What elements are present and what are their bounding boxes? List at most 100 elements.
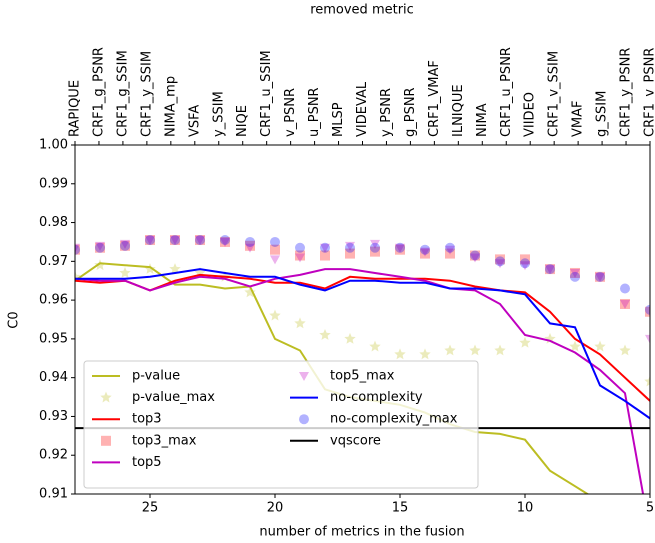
top-tick-label: ILNIQUE <box>451 84 466 137</box>
series-line <box>75 268 645 494</box>
circle-marker <box>420 244 430 255</box>
star-marker <box>144 263 156 274</box>
circle-marker <box>170 235 180 246</box>
star-marker <box>444 344 456 356</box>
legend-box <box>83 360 479 489</box>
series-line <box>75 268 650 420</box>
square-marker <box>75 244 80 255</box>
star-marker <box>494 344 506 356</box>
square-marker <box>520 254 530 265</box>
square-marker <box>470 250 480 261</box>
square-marker <box>295 250 305 261</box>
top-tick-label: VIIDEO <box>523 92 538 137</box>
star-marker <box>294 317 306 329</box>
top-tick-label: CRF1_y_PSNR <box>619 48 634 137</box>
star-marker <box>344 332 356 344</box>
top-tick-label: u_PSNR <box>307 87 322 137</box>
circle-marker <box>545 264 555 275</box>
triangle-marker <box>620 299 630 309</box>
top-tick-label: RAPIQUE <box>68 80 83 137</box>
square-marker <box>395 244 405 255</box>
circle-marker <box>195 235 205 246</box>
legend-label: no-complexity_max <box>330 412 458 427</box>
top-axis-label: removed metric <box>310 3 414 18</box>
top-tick-label: NIMA_mp <box>163 76 178 137</box>
triangle-marker <box>220 237 230 247</box>
circle-marker <box>470 250 480 261</box>
square-marker <box>545 264 555 275</box>
top-tick-label: VSFA <box>187 105 202 137</box>
triangle-marker <box>75 243 80 253</box>
star-marker <box>619 344 631 356</box>
star-marker <box>394 348 406 360</box>
y-tick-label: 0.97 <box>39 254 68 269</box>
legend-label: p-value_max <box>132 390 215 405</box>
triangle-marker <box>445 245 455 255</box>
square-marker <box>595 271 605 282</box>
top-tick-label: NIQE <box>235 105 250 137</box>
triangle-marker <box>495 259 505 269</box>
triangle-marker <box>320 243 330 253</box>
triangle-marker <box>145 236 155 246</box>
star-marker <box>119 267 131 278</box>
triangle-marker <box>299 372 309 381</box>
y-tick-label: 0.91 <box>39 487 68 502</box>
triangle-marker <box>95 241 105 251</box>
star-marker <box>319 329 331 340</box>
y-tick-label: 0.99 <box>39 176 68 191</box>
top-tick-label: CRF1_u_SSIM <box>259 50 274 137</box>
star-marker <box>569 340 581 352</box>
star-marker <box>169 263 181 274</box>
star-marker <box>469 344 481 356</box>
legend-label: vqscore <box>330 433 381 448</box>
circle-marker <box>145 235 155 246</box>
legend-label: top5_max <box>330 369 395 384</box>
square-marker <box>445 248 455 259</box>
circle-marker <box>220 235 230 246</box>
square-marker <box>245 240 255 251</box>
square-marker <box>570 267 580 278</box>
circle-marker <box>75 244 80 255</box>
triangle-marker <box>545 265 555 275</box>
triangle-marker <box>570 268 580 278</box>
triangle-marker <box>470 253 480 263</box>
y-tick-label: 1.00 <box>39 138 68 153</box>
star-marker <box>94 259 106 271</box>
triangle-marker <box>170 236 180 246</box>
top-tick-label: MLSP <box>331 102 346 137</box>
top-tick-label: CRF1_y_SSIM <box>139 51 154 137</box>
circle-marker <box>520 258 530 269</box>
triangle-marker <box>195 236 205 246</box>
circle-marker <box>570 271 580 282</box>
x-tick-label: 25 <box>142 501 159 516</box>
legend-label: top3 <box>132 412 162 427</box>
triangle-marker <box>520 261 530 271</box>
circle-marker <box>299 414 309 425</box>
square-marker <box>645 306 650 317</box>
top-tick-label: CRF1_g_PSNR <box>91 47 106 137</box>
top-tick-label: CRF1_u_PSNR <box>499 47 514 137</box>
top-tick-label: CRF1_v_SSIM <box>547 51 562 137</box>
star-marker <box>644 375 650 387</box>
top-tick-label: CRF1_VMAF <box>427 60 442 137</box>
star-marker <box>244 286 256 298</box>
star-marker <box>100 391 112 403</box>
legend-label: top5 <box>132 455 162 470</box>
triangle-marker <box>120 239 130 249</box>
circle-marker <box>595 271 605 282</box>
y-tick-label: 0.96 <box>39 293 68 308</box>
x-tick-label: 5 <box>646 501 654 516</box>
triangle-marker <box>595 272 605 282</box>
square-marker <box>220 236 230 247</box>
circle-marker <box>320 242 330 253</box>
star-marker <box>369 340 381 352</box>
square-marker <box>420 248 430 259</box>
top-tick-label: g_SSIM <box>595 91 610 137</box>
square-marker <box>195 235 205 246</box>
top-tick-label: NIMA <box>475 103 490 137</box>
star-marker <box>419 348 431 360</box>
circle-marker <box>495 256 505 267</box>
circle-marker <box>645 304 650 315</box>
circle-marker <box>270 236 280 247</box>
